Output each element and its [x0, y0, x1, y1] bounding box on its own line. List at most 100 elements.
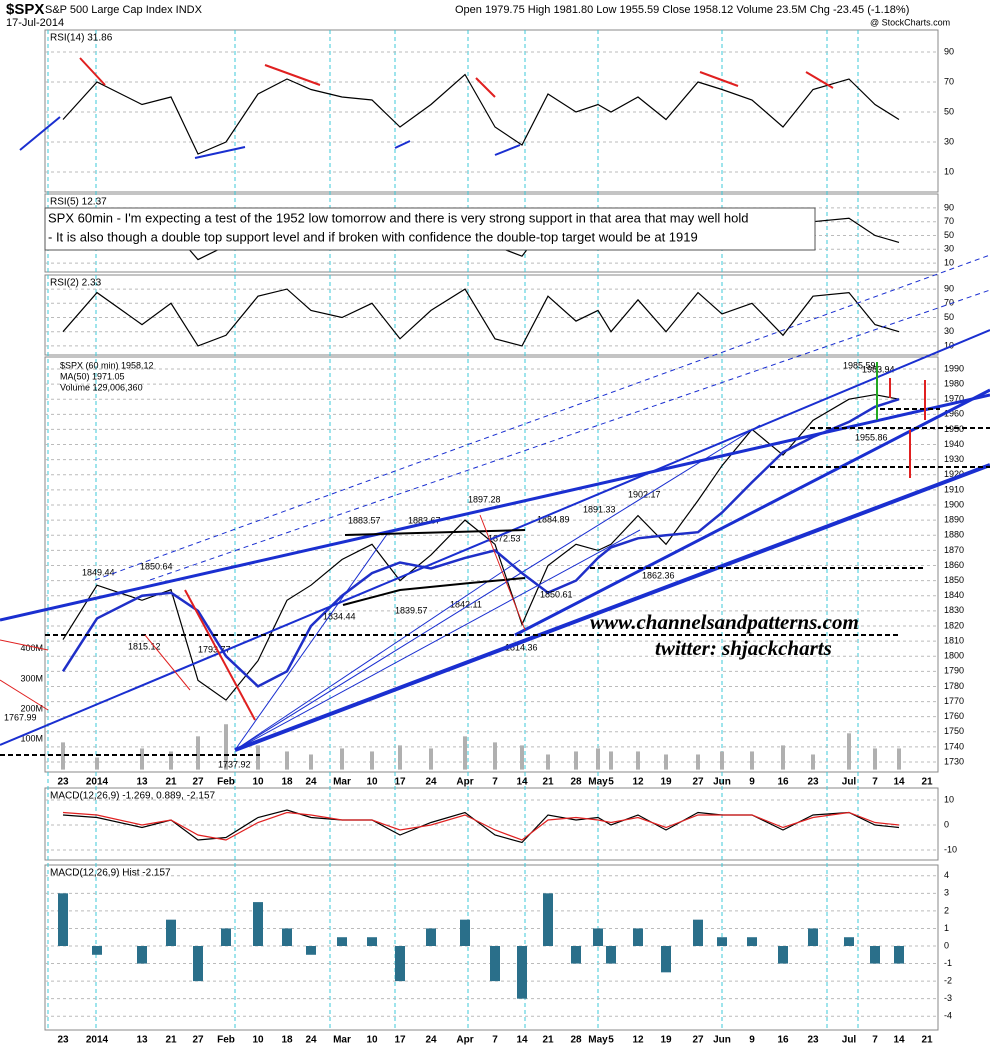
x-tick-label: 7 [872, 1035, 878, 1046]
y-tick-label: 1860 [944, 560, 964, 570]
volume-bar [811, 754, 815, 770]
y-tick-label: -2 [944, 975, 952, 985]
bar [367, 937, 377, 946]
x-tick-label: 23 [57, 777, 69, 788]
x-tick-label: 16 [777, 1035, 789, 1046]
panel-title: MACD(12,26,9) -1.269, 0.889, -2.157 [50, 791, 216, 802]
volume-bar [493, 742, 497, 770]
price-annotation: 1983.94 [862, 364, 895, 374]
bar [778, 946, 788, 964]
x-tick-label: Apr [456, 777, 473, 788]
volume-bar [609, 751, 613, 770]
x-tick-label: 10 [252, 1035, 264, 1046]
y-tick-label: 1830 [944, 605, 964, 615]
volume-bar [256, 745, 260, 770]
x-tick-label: 12 [632, 1035, 644, 1046]
x-tick-label: 27 [192, 1035, 204, 1046]
bar [747, 937, 757, 946]
volume-bar [720, 751, 724, 770]
bar [894, 946, 904, 964]
volume-bar [463, 736, 467, 770]
y-tick-label: 1980 [944, 378, 964, 388]
x-tick-label: 16 [777, 777, 789, 788]
y-tick-label: 30 [944, 326, 954, 336]
x-tick-label: 7 [492, 777, 498, 788]
volume-bar [696, 754, 700, 770]
x-tick-label: Jul [842, 1035, 857, 1046]
x-tick-label: 19 [660, 777, 672, 788]
trendlines [0, 57, 990, 756]
x-tick-label: 5 [608, 777, 614, 788]
bar [395, 946, 405, 982]
x-tick-label: 5 [608, 1035, 614, 1046]
bar [593, 928, 603, 946]
y-tick-label: 50 [944, 106, 954, 116]
x-tick-label: 2014 [86, 777, 109, 788]
y-tick-label: 1770 [944, 696, 964, 706]
y-tick-label: -10 [944, 844, 957, 854]
bar [166, 919, 176, 946]
x-tick-label: 19 [660, 1035, 672, 1046]
volume-bar [546, 754, 550, 770]
comment: - It is also though a double top support… [48, 229, 698, 244]
y2-tick-label: 100M [20, 734, 43, 744]
x-tick-label: 28 [570, 1035, 582, 1046]
price-annotation: 1834.44 [323, 611, 356, 621]
x-tick-label: 14 [516, 777, 528, 788]
x-tick-label: Jun [713, 777, 731, 788]
bar [193, 946, 203, 982]
bar [517, 946, 527, 999]
y-tick-label: 2 [944, 905, 949, 915]
y-tick-label: 70 [944, 216, 954, 226]
x-tick-label: 21 [165, 777, 177, 788]
watermark: twitter: shjackcharts [655, 636, 832, 660]
x-tick-label: 14 [893, 1035, 905, 1046]
volume-bar [140, 748, 144, 770]
x-tick-label: 21 [921, 1035, 933, 1046]
price-annotation: 1839.57 [395, 605, 428, 615]
volume-bar [340, 748, 344, 770]
volume-bar [370, 751, 374, 770]
x-tick-label: 24 [425, 1035, 437, 1046]
y-tick-label: 1880 [944, 530, 964, 540]
price-annotation: 1850.61 [540, 589, 573, 599]
x-tick-label: 10 [366, 777, 378, 788]
volume-bar [664, 754, 668, 770]
bar [844, 937, 854, 946]
y-tick-label: 1850 [944, 575, 964, 585]
bar [633, 928, 643, 946]
x-tick-label: 21 [542, 1035, 554, 1046]
price-annotation: 1737.92 [218, 759, 251, 769]
bar [337, 937, 347, 946]
y-tick-label: -4 [944, 1011, 952, 1021]
legend-entry: $SPX (60 min) 1958.12 [60, 360, 154, 370]
volume-bar [847, 733, 851, 770]
x-tick-label: 27 [192, 777, 204, 788]
x-tick-label: Feb [217, 777, 235, 788]
x-tick-label: Jul [842, 777, 857, 788]
y-tick-label: 1840 [944, 590, 964, 600]
y-tick-label: 1820 [944, 620, 964, 630]
bar [137, 946, 147, 964]
y-tick-label: 1940 [944, 439, 964, 449]
panel-title: RSI(5) 12.37 [50, 197, 107, 208]
x-tick-label: Mar [333, 777, 351, 788]
y-tick-label: 1740 [944, 741, 964, 751]
x-tick-label: 24 [305, 1035, 317, 1046]
bar [661, 946, 671, 973]
volume-bar [750, 751, 754, 770]
panel-title: MACD(12,26,9) Hist -2.157 [50, 868, 171, 879]
symbol-name: S&P 500 Large Cap Index INDX [45, 4, 203, 16]
volume-bar [873, 748, 877, 770]
y-tick-label: -3 [944, 993, 952, 1003]
y-tick-label: 1 [944, 923, 949, 933]
y-tick-label: 30 [944, 244, 954, 254]
bar [490, 946, 500, 982]
price-annotation: 1883.57 [348, 515, 381, 525]
y-tick-label: 4 [944, 870, 949, 880]
y-tick-label: 1870 [944, 545, 964, 555]
y-tick-label: 50 [944, 312, 954, 322]
y-tick-label: 1750 [944, 726, 964, 736]
volume-bar [520, 745, 524, 770]
